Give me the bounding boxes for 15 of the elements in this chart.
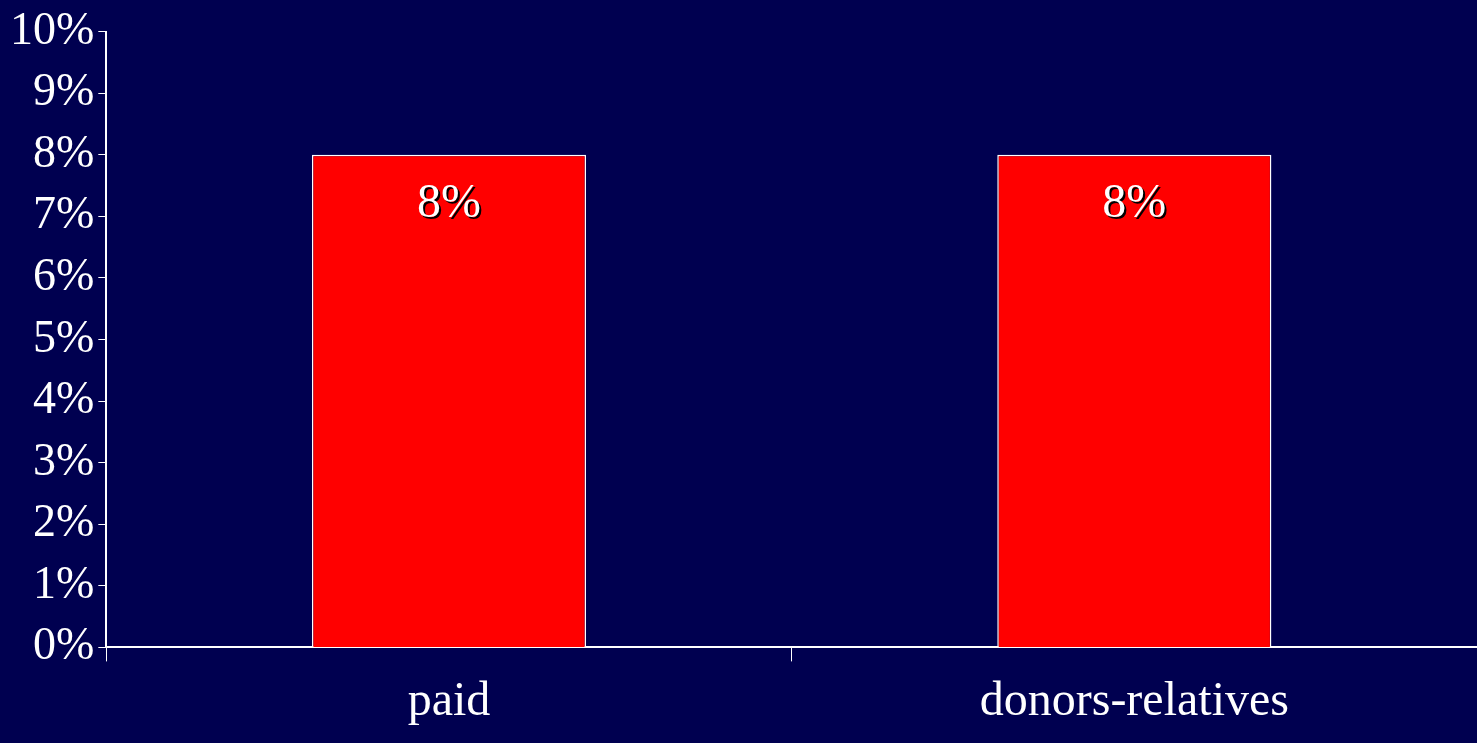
y-tick-label: 10% [9, 2, 95, 54]
y-tick-label: 3% [32, 433, 95, 485]
y-tick-label: 2% [32, 495, 95, 547]
y-tick-label: 8% [32, 125, 95, 177]
x-tick-label: paid [407, 671, 491, 725]
data-label: 8% [417, 174, 481, 228]
y-tick-label: 1% [32, 556, 95, 608]
data-label: 8% [1102, 174, 1167, 228]
y-tick-label: 4% [32, 372, 95, 424]
y-tick-label: 7% [32, 187, 95, 239]
y-tick-label: 0% [32, 618, 95, 670]
y-tick-label: 5% [32, 310, 95, 362]
y-tick-label: 6% [32, 249, 95, 300]
y-tick-label: 9% [32, 64, 95, 116]
x-tick-label: donors-relatives [979, 671, 1289, 725]
